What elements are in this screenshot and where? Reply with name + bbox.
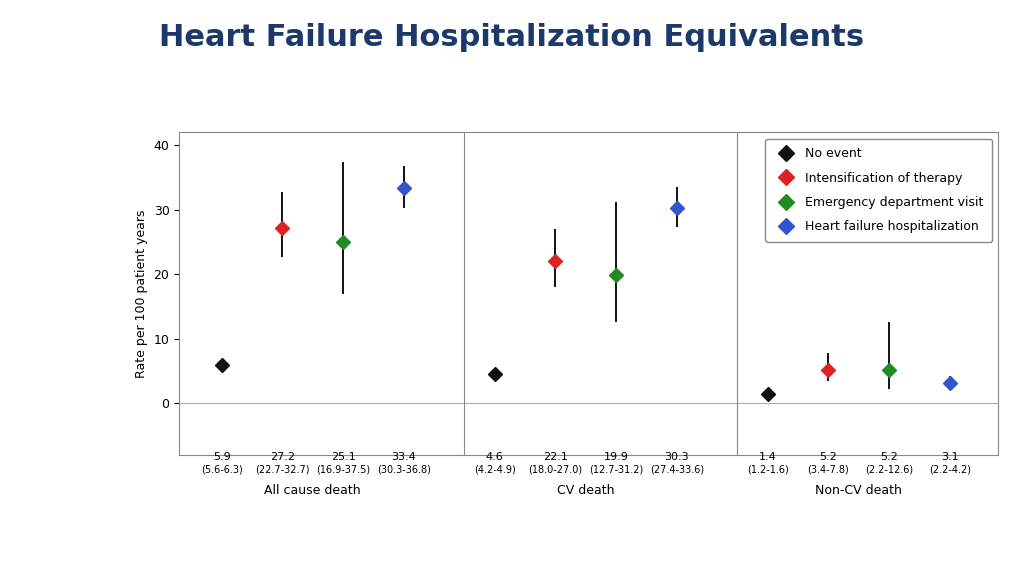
- Text: 5.2: 5.2: [881, 452, 898, 462]
- Text: tct2018: tct2018: [56, 539, 128, 556]
- Text: 30.3: 30.3: [665, 452, 689, 462]
- Text: (22.7-32.7): (22.7-32.7): [255, 465, 309, 475]
- Text: (27.4-33.6): (27.4-33.6): [649, 465, 703, 475]
- Text: CV death: CV death: [557, 484, 614, 497]
- Legend: No event, Intensification of therapy, Emergency department visit, Heart failure : No event, Intensification of therapy, Em…: [765, 139, 992, 242]
- Text: (18.0-27.0): (18.0-27.0): [528, 465, 583, 475]
- Text: 27.2: 27.2: [270, 452, 295, 462]
- Polygon shape: [0, 381, 1024, 501]
- Text: (16.9-37.5): (16.9-37.5): [316, 465, 370, 475]
- Text: Cardiovascular
Research Foundation: Cardiovascular Research Foundation: [861, 537, 978, 558]
- Text: 4.6: 4.6: [485, 452, 504, 462]
- Text: (3.4-7.8): (3.4-7.8): [808, 465, 849, 475]
- Text: Okumura et al. Circulation 2016; 133:2254-2262: Okumura et al. Circulation 2016; 133:225…: [323, 540, 701, 555]
- Text: 25.1: 25.1: [331, 452, 355, 462]
- Text: Non-CV death: Non-CV death: [815, 484, 902, 497]
- Text: 22.1: 22.1: [543, 452, 568, 462]
- Y-axis label: Rate per 100 patient years: Rate per 100 patient years: [135, 210, 148, 378]
- Text: (12.7-31.2): (12.7-31.2): [589, 465, 643, 475]
- Text: (4.2-4.9): (4.2-4.9): [474, 465, 516, 475]
- Text: 3.1: 3.1: [941, 452, 958, 462]
- Text: All cause death: All cause death: [264, 484, 361, 497]
- Text: (2.2-4.2): (2.2-4.2): [929, 465, 971, 475]
- Text: (1.2-1.6): (1.2-1.6): [746, 465, 788, 475]
- Text: (30.3-36.8): (30.3-36.8): [377, 465, 431, 475]
- Text: (2.2-12.6): (2.2-12.6): [865, 465, 913, 475]
- Text: 5.2: 5.2: [819, 452, 838, 462]
- Text: Heart Failure Hospitalization Equivalents: Heart Failure Hospitalization Equivalent…: [160, 23, 864, 52]
- Text: 5.9: 5.9: [213, 452, 230, 462]
- Text: 1.4: 1.4: [759, 452, 776, 462]
- Text: 33.4: 33.4: [391, 452, 416, 462]
- Text: (5.6-6.3): (5.6-6.3): [201, 465, 243, 475]
- Text: 19.9: 19.9: [604, 452, 629, 462]
